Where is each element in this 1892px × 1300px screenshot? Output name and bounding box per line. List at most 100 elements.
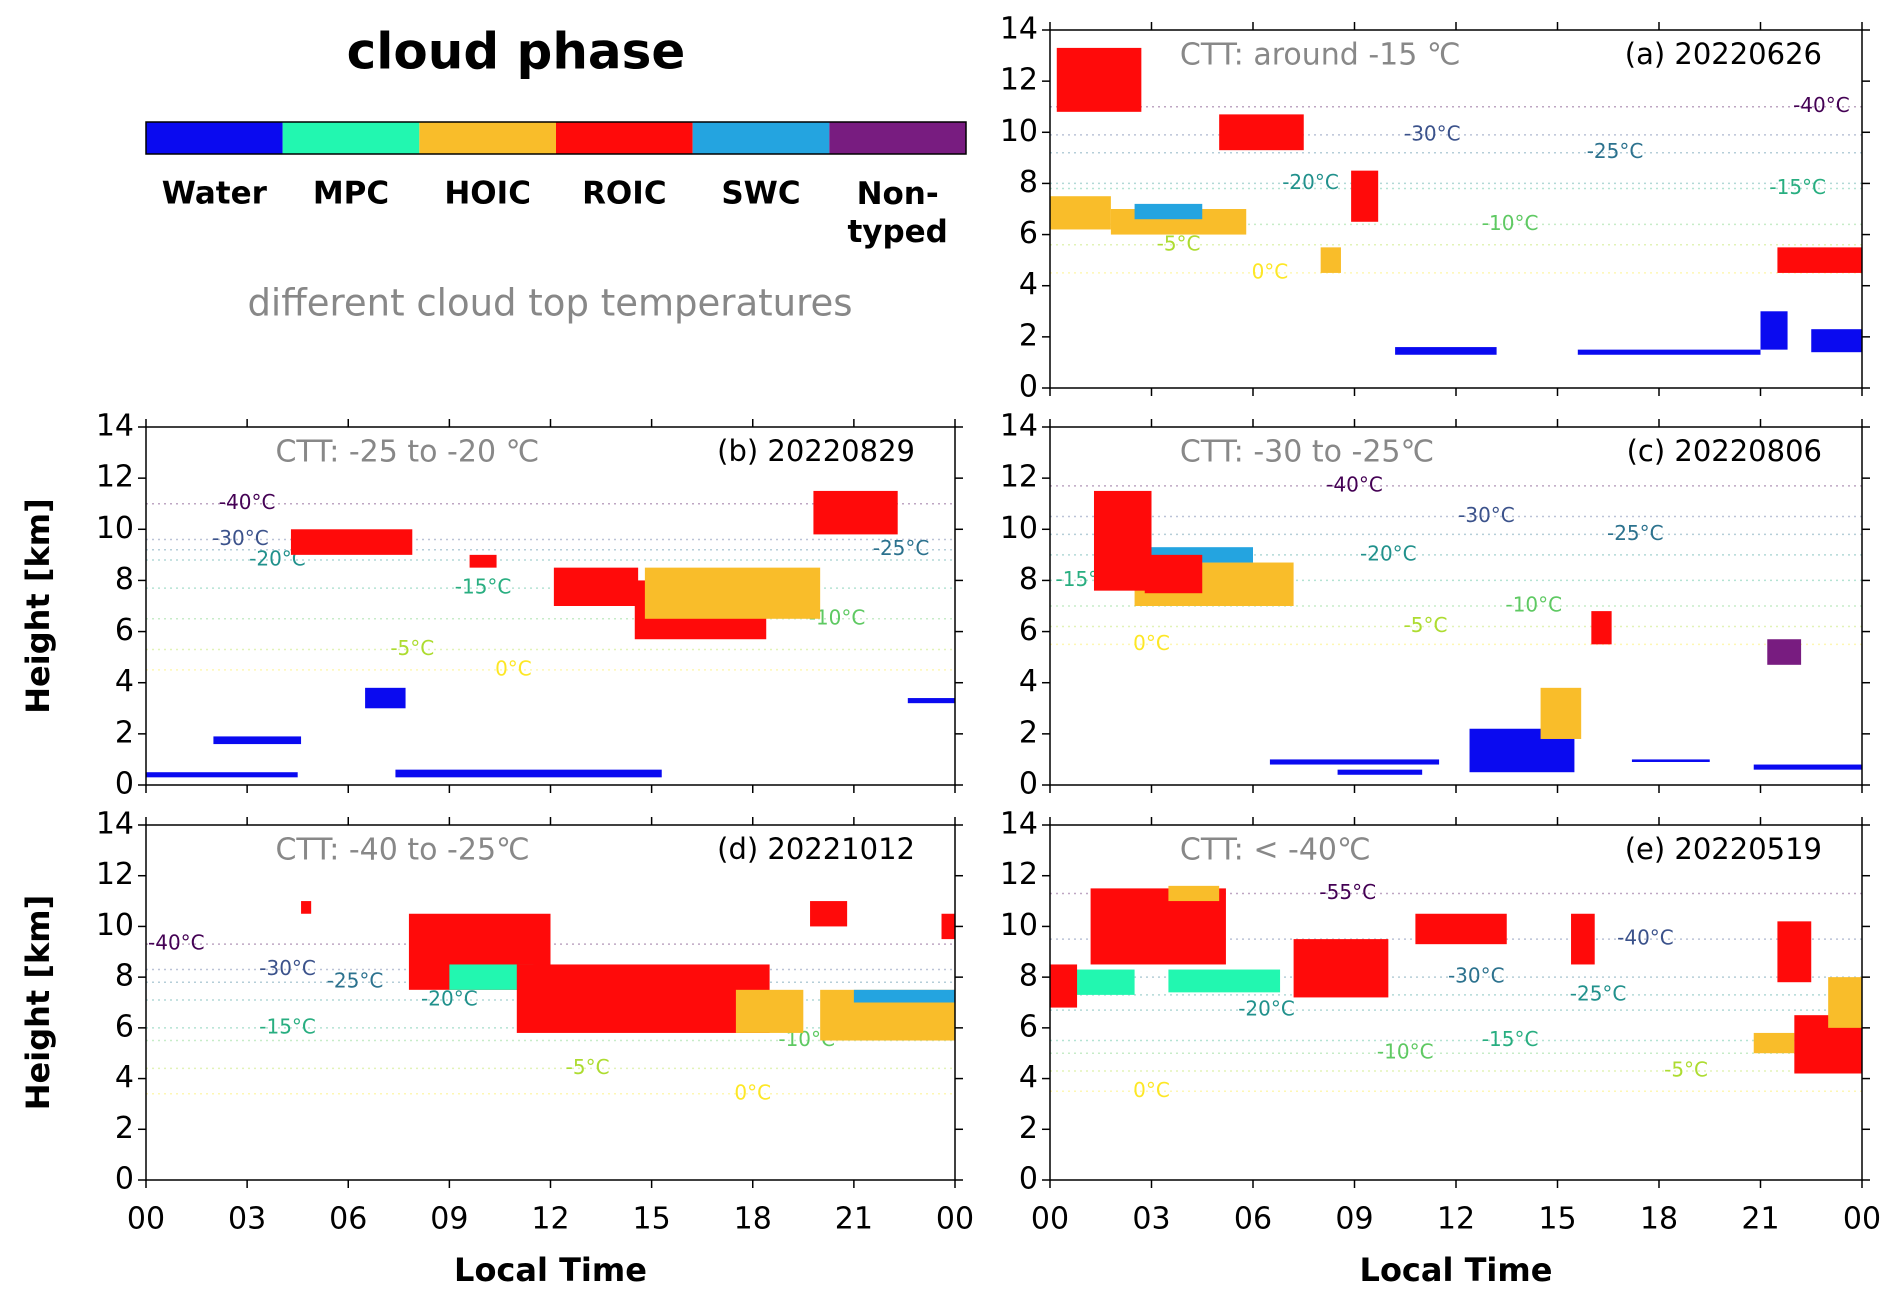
plot-area: -40°C-30°C-25°C-20°C-15°C-10°C-5°C0°C (146, 901, 955, 1104)
y-tick-label: 6 (115, 613, 134, 648)
legend-subtitle: different cloud top temperatures (247, 282, 852, 325)
cloud-cell (301, 901, 312, 914)
panel: -40°C-30°C-25°C-20°C-15°C-10°C-5°C0°C024… (1000, 12, 1870, 405)
y-tick-label: 0 (1019, 1162, 1038, 1197)
isotherm-label: -55°C (1319, 880, 1376, 904)
cloud-cell (644, 567, 821, 619)
legend-label: Non-typed (847, 176, 947, 250)
x-tick-label: 09 (1335, 1202, 1373, 1237)
cloud-cell (1577, 349, 1761, 355)
colorbar-segment (419, 122, 556, 154)
x-tick-label: 18 (734, 1202, 772, 1237)
cloud-cell (365, 687, 406, 709)
ctt-label: CTT: -25 to -20 ℃ (275, 435, 539, 470)
isotherm-label: -25°C (1570, 981, 1627, 1005)
cloud-cell (853, 989, 955, 1003)
y-tick-label: 12 (96, 460, 134, 495)
x-tick-label: 00 (1843, 1202, 1881, 1237)
y-tick-label: 8 (115, 959, 134, 994)
y-tick-label: 8 (1019, 165, 1038, 200)
cloud-cell (1777, 921, 1812, 983)
date-label: (b) 20220829 (717, 434, 915, 468)
plot-area: -55°C -40°C -30°C -25°C -20°C -15°C -10°C -5°C 0… (1050, 880, 1862, 1102)
legend-label: ROIC (582, 176, 667, 212)
colorbar-segment (282, 122, 420, 154)
cloud-cell (1056, 47, 1142, 112)
isotherm-label: -40°C (1793, 93, 1850, 117)
y-tick-label: 4 (1019, 267, 1038, 302)
y-axis-label: Height [km] (19, 498, 57, 713)
cloud-cell (1337, 769, 1423, 775)
cloud-cell (1090, 888, 1226, 965)
cloud-cell (1134, 203, 1203, 220)
plot-area: -40°C-30°C-25°C-20°C-15°C-10°C-5°C0°C (1050, 47, 1862, 355)
isotherm-label: -15°C (1769, 175, 1826, 199)
cloud-cell (1753, 764, 1862, 770)
y-tick-label: 0 (115, 767, 134, 802)
isotherm-label: -25°C (327, 969, 384, 993)
y-tick-label: 8 (1019, 959, 1038, 994)
cloud-cell (1050, 964, 1078, 1008)
cloud-cell (1753, 1032, 1795, 1054)
y-tick-label: 0 (1019, 370, 1038, 405)
cloud-cell (1050, 196, 1111, 230)
legend-label: Water (162, 176, 268, 212)
isotherm-label: -15°C (259, 1014, 316, 1038)
cloud-cell (735, 989, 804, 1033)
isotherm-label: -25°C (1607, 521, 1664, 545)
plot-area: -40°C-30°C-25°C-20°C-15°C-10°C-5°C0°C (146, 490, 955, 778)
cloud-cell (1631, 759, 1710, 762)
y-tick-label: 2 (1019, 318, 1038, 353)
cloud-cell (1093, 490, 1152, 591)
isotherm-label: -40°C (1326, 472, 1383, 496)
cloud-cell (516, 964, 770, 1033)
cloud-cell (1269, 759, 1440, 765)
x-axis-label: Local Time (1360, 1251, 1553, 1289)
isotherm-label: -10°C (1505, 593, 1562, 617)
isotherm-label: -40°C (148, 931, 205, 955)
cloud-cell (1395, 347, 1497, 355)
y-tick-label: 10 (1000, 908, 1038, 943)
y-tick-label: 14 (96, 409, 134, 444)
isotherm-label: -20°C (1238, 997, 1295, 1021)
colorbar-segment (829, 122, 966, 154)
isotherm-label: 0°C (1133, 631, 1170, 655)
y-tick-label: 8 (1019, 562, 1038, 597)
isotherm-label: 0°C (1133, 1078, 1170, 1102)
panel: -55°C -40°C -30°C -25°C -20°C -15°C -10°C -5°C 0… (1000, 807, 1881, 1290)
cloud-cell (1415, 913, 1507, 945)
y-tick-label: 10 (96, 511, 134, 546)
isotherm-label: -10°C (1377, 1040, 1434, 1064)
y-tick-label: 4 (115, 1060, 134, 1095)
isotherm-label: -40°C (219, 490, 276, 514)
y-tick-label: 12 (1000, 857, 1038, 892)
y-tick-label: 2 (115, 715, 134, 750)
x-axis-label: Local Time (454, 1251, 647, 1289)
isotherm-label: -10°C (1482, 211, 1539, 235)
isotherm-label: -30°C (1458, 503, 1515, 527)
isotherm-label: 0°C (734, 1080, 771, 1104)
y-tick-label: 2 (1019, 715, 1038, 750)
cloud-cell (1828, 977, 1862, 1028)
cloud-cell (1777, 247, 1862, 273)
cloud-cell (1168, 885, 1220, 902)
date-label: (c) 20220806 (1627, 434, 1822, 468)
cloud-cell (290, 529, 413, 555)
y-tick-label: 4 (115, 664, 134, 699)
y-tick-label: 12 (96, 857, 134, 892)
isotherm-label: -5°C (1157, 231, 1201, 255)
legend-label: MPC (313, 176, 389, 212)
date-label: (e) 20220519 (1625, 832, 1822, 866)
cloud-cell (1591, 611, 1612, 645)
cloud-cell (1760, 311, 1788, 350)
panel: -40°C-30°C-25°C-20°C-15°C-10°C-5°C0°C 0 2 4… (19, 409, 963, 802)
isotherm-label: -30°C (1404, 121, 1461, 145)
isotherm-label: -15°C (1482, 1027, 1539, 1051)
x-tick-label: 00 (127, 1202, 165, 1237)
isotherm-label: -5°C (390, 636, 434, 660)
cloud-cell (810, 901, 848, 927)
ctt-label: CTT: around -15 ℃ (1180, 38, 1461, 73)
cloud-cell (1571, 913, 1595, 965)
isotherm-label: -25°C (1587, 139, 1644, 163)
